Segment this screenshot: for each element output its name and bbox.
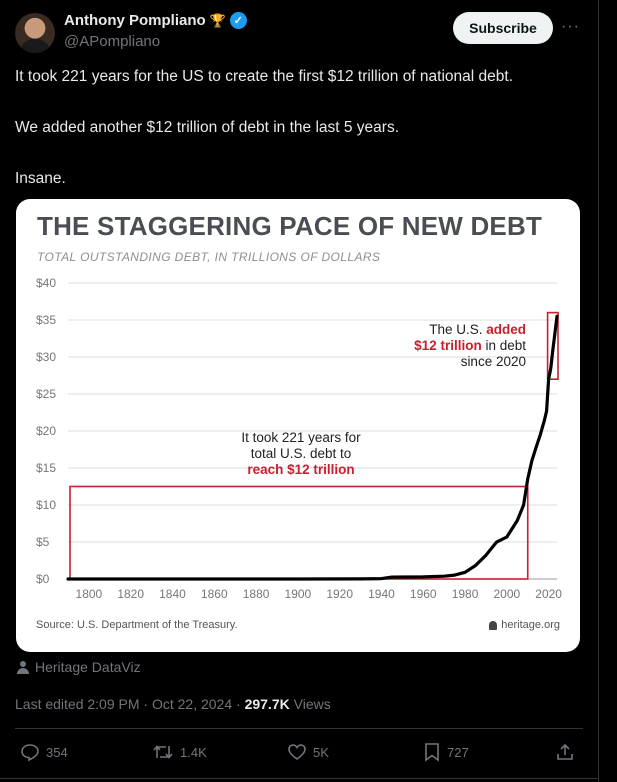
bookmark-icon (425, 743, 439, 762)
author-name-row: Anthony Pompliano 🏆 ✓ (64, 12, 247, 29)
chart-image-card[interactable]: THE STAGGERING PACE OF NEW DEBT TOTAL OU… (16, 199, 580, 652)
y-tick-label: $40 (36, 276, 56, 290)
x-tick-label: 1860 (201, 587, 228, 601)
subscribe-button[interactable]: Subscribe (453, 12, 553, 44)
reply-count: 354 (46, 744, 68, 760)
debt-line-chart: $0 $5 $10 $15 $20 $25 $30 $35 $40 1800 1820 1840 186… (36, 276, 562, 601)
action-bar: 354 1.4K 5K 727 (0, 742, 598, 766)
y-tick-label: $15 (36, 461, 56, 475)
annotation-1-line-2: total U.S. debt to (251, 446, 352, 461)
x-tick-label: 1800 (76, 587, 103, 601)
x-tick-label: 1980 (452, 587, 479, 601)
bookmark-count: 727 (447, 744, 469, 760)
y-tick-label: $20 (36, 424, 56, 438)
author-name[interactable]: Anthony Pompliano (64, 12, 206, 29)
y-tick-label: $0 (36, 572, 50, 586)
bookmark-button[interactable]: 727 (423, 742, 469, 762)
trophy-icon: 🏆 (209, 12, 226, 28)
repost-button[interactable]: 1.4K (152, 742, 207, 762)
share-icon (557, 743, 573, 760)
verified-badge-icon[interactable]: ✓ (229, 12, 247, 29)
x-tick-label: 2020 (535, 587, 562, 601)
tweet-bottom-border (0, 778, 598, 779)
share-button[interactable] (555, 742, 575, 762)
annotation-1-line-1: It took 221 years for (241, 430, 361, 445)
more-options-icon[interactable]: ··· (561, 18, 580, 35)
repost-count: 1.4K (180, 744, 207, 760)
views-label: Views (289, 696, 331, 712)
tweet-line-2: We added another $12 trillion of debt in… (15, 119, 400, 136)
repost-icon (153, 745, 173, 759)
tweet-text: It took 221 years for the US to create t… (15, 67, 585, 220)
chart-source: Source: U.S. Department of the Treasury. (36, 619, 238, 631)
author-handle[interactable]: @APompliano (64, 33, 161, 50)
reply-button[interactable]: 354 (20, 742, 68, 762)
heart-icon (288, 744, 306, 761)
x-tick-label: 1900 (285, 587, 312, 601)
chart-brand-text: heritage.org (501, 619, 560, 631)
tweet-line-3: Insane. (15, 170, 66, 187)
media-credit[interactable]: Heritage DataViz (17, 659, 141, 675)
x-tick-label: 1940 (368, 587, 395, 601)
media-credit-text: Heritage DataViz (35, 659, 141, 675)
annotation-box-since-2020 (546, 311, 559, 380)
annotation-1-line-3: reach $12 trillion (247, 462, 354, 477)
y-tick-label: $5 (36, 535, 50, 549)
like-count: 5K (313, 744, 329, 760)
tweet-line-1: It took 221 years for the US to create t… (15, 68, 513, 85)
x-tick-label: 1880 (243, 587, 270, 601)
reply-icon (21, 744, 39, 762)
annotation-box-221-years (69, 485, 529, 580)
timeline-border (598, 0, 599, 782)
x-tick-label: 1820 (117, 587, 144, 601)
divider (15, 728, 583, 729)
like-button[interactable]: 5K (287, 742, 329, 762)
annotation-2-line-1: The U.S. added (429, 322, 526, 337)
edited-timestamp[interactable]: Last edited 2:09 PM · Oct 22, 2024 · (15, 696, 245, 712)
x-tick-label: 1840 (159, 587, 186, 601)
chart-subtitle: TOTAL OUTSTANDING DEBT, IN TRILLIONS OF … (37, 250, 381, 264)
avatar[interactable] (15, 13, 55, 53)
liberty-bell-icon (489, 620, 498, 630)
x-tick-label: 1920 (326, 587, 353, 601)
x-tick-label: 2000 (493, 587, 520, 601)
y-tick-label: $30 (36, 350, 56, 364)
chart-brand: heritage.org (489, 619, 560, 631)
annotation-2-line-3: since 2020 (461, 354, 526, 369)
views-count: 297.7K (244, 696, 290, 712)
y-tick-label: $10 (36, 498, 56, 512)
debt-series-line (66, 314, 559, 581)
x-tick-label: 1960 (410, 587, 437, 601)
annotation-2-line-2: $12 trillion in debt (414, 338, 526, 353)
chart-title: THE STAGGERING PACE OF NEW DEBT (37, 211, 543, 241)
person-icon (17, 660, 29, 674)
tweet-meta: Last edited 2:09 PM · Oct 22, 2024 · 297… (15, 696, 331, 712)
y-tick-label: $35 (36, 313, 56, 327)
y-tick-label: $25 (36, 387, 56, 401)
